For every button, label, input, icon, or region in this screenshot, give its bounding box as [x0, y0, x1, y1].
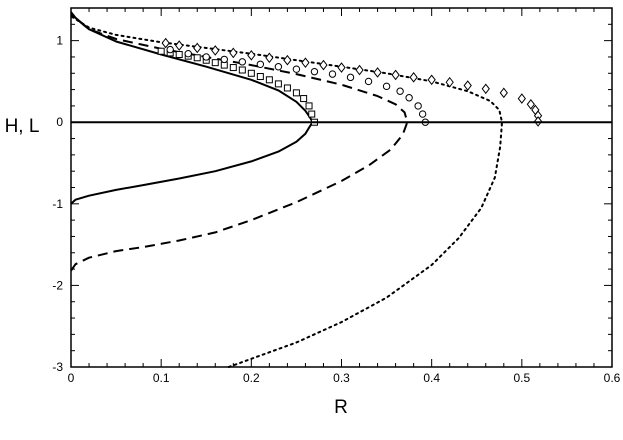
circle-marker [310, 67, 319, 76]
diamond-marker [319, 59, 328, 71]
y-tick-label: -1 [52, 197, 63, 211]
y-tick-label: -3 [52, 360, 63, 374]
diamond-marker [247, 50, 256, 61]
series-markers-diamond [161, 37, 543, 127]
y-tick-label: 1 [56, 34, 63, 48]
diamond-marker [193, 42, 202, 54]
x-tick-label: 0.3 [333, 371, 350, 385]
plot-area [70, 11, 543, 368]
circle-marker [328, 70, 337, 78]
circle-marker [346, 73, 355, 82]
square-marker [308, 110, 316, 118]
diamond-marker [229, 47, 238, 59]
square-marker [193, 54, 201, 62]
y-tick-label: 0 [56, 115, 63, 129]
x-tick-label: 0.6 [604, 371, 621, 385]
diamond-marker [283, 54, 292, 66]
diamond-marker [409, 72, 418, 83]
circle-marker [166, 45, 174, 54]
circle-marker [238, 58, 247, 66]
square-marker [175, 51, 183, 59]
circle-marker [382, 82, 391, 91]
series-line-solid [70, 11, 314, 205]
circle-marker [256, 60, 265, 68]
circle-marker [405, 94, 413, 102]
circle-marker [184, 49, 192, 58]
diamond-marker [337, 62, 346, 73]
square-marker [300, 95, 308, 103]
square-marker [283, 84, 291, 92]
diamond-marker [391, 69, 400, 81]
square-marker [256, 73, 264, 81]
diamond-marker [373, 67, 382, 78]
series-markers-circle [166, 45, 430, 126]
circle-marker [396, 87, 404, 95]
y-axis: -3 -2 -1 0 1 [52, 7, 612, 374]
diamond-marker [211, 45, 220, 56]
square-marker [211, 59, 219, 67]
x-tick-label: 0.2 [243, 371, 260, 385]
square-marker [292, 89, 300, 97]
diamond-marker [463, 80, 472, 91]
diamond-marker [517, 93, 526, 104]
x-tick-label: 0.4 [423, 371, 440, 385]
diamond-marker [427, 74, 436, 86]
diamond-marker [175, 40, 184, 51]
square-marker [265, 76, 273, 84]
diamond-marker [161, 37, 170, 49]
x-tick-label: 0.5 [513, 371, 530, 385]
plot-frame [70, 7, 613, 368]
y-axis-title: H, L [5, 116, 40, 137]
diamond-marker [499, 87, 508, 99]
y-tick-label: -2 [52, 278, 63, 292]
circle-marker [292, 65, 301, 73]
x-axis-title: R [334, 397, 348, 418]
diamond-marker [301, 57, 310, 68]
x-axis: 0 0.1 0.2 0.3 0.4 0.5 0.6 [68, 8, 621, 385]
square-marker [157, 47, 165, 55]
series-line-dashed [70, 13, 409, 272]
diamond-marker [526, 98, 535, 110]
x-tick-label: 0 [68, 371, 75, 385]
circle-marker [202, 53, 210, 61]
series-line-dotted [70, 15, 503, 368]
square-marker [238, 66, 246, 74]
diamond-marker [445, 76, 454, 88]
circle-marker [364, 77, 373, 86]
circle-marker [220, 55, 228, 64]
diamond-marker [355, 64, 364, 76]
square-marker [247, 69, 255, 77]
x-tick-label: 0.1 [153, 371, 170, 385]
diamond-marker [481, 83, 490, 95]
circle-marker [418, 110, 427, 118]
square-marker [229, 64, 237, 72]
square-marker [274, 80, 282, 88]
circle-marker [414, 102, 422, 110]
circle-marker [274, 63, 283, 71]
square-marker [305, 102, 313, 110]
diamond-marker [265, 52, 274, 64]
